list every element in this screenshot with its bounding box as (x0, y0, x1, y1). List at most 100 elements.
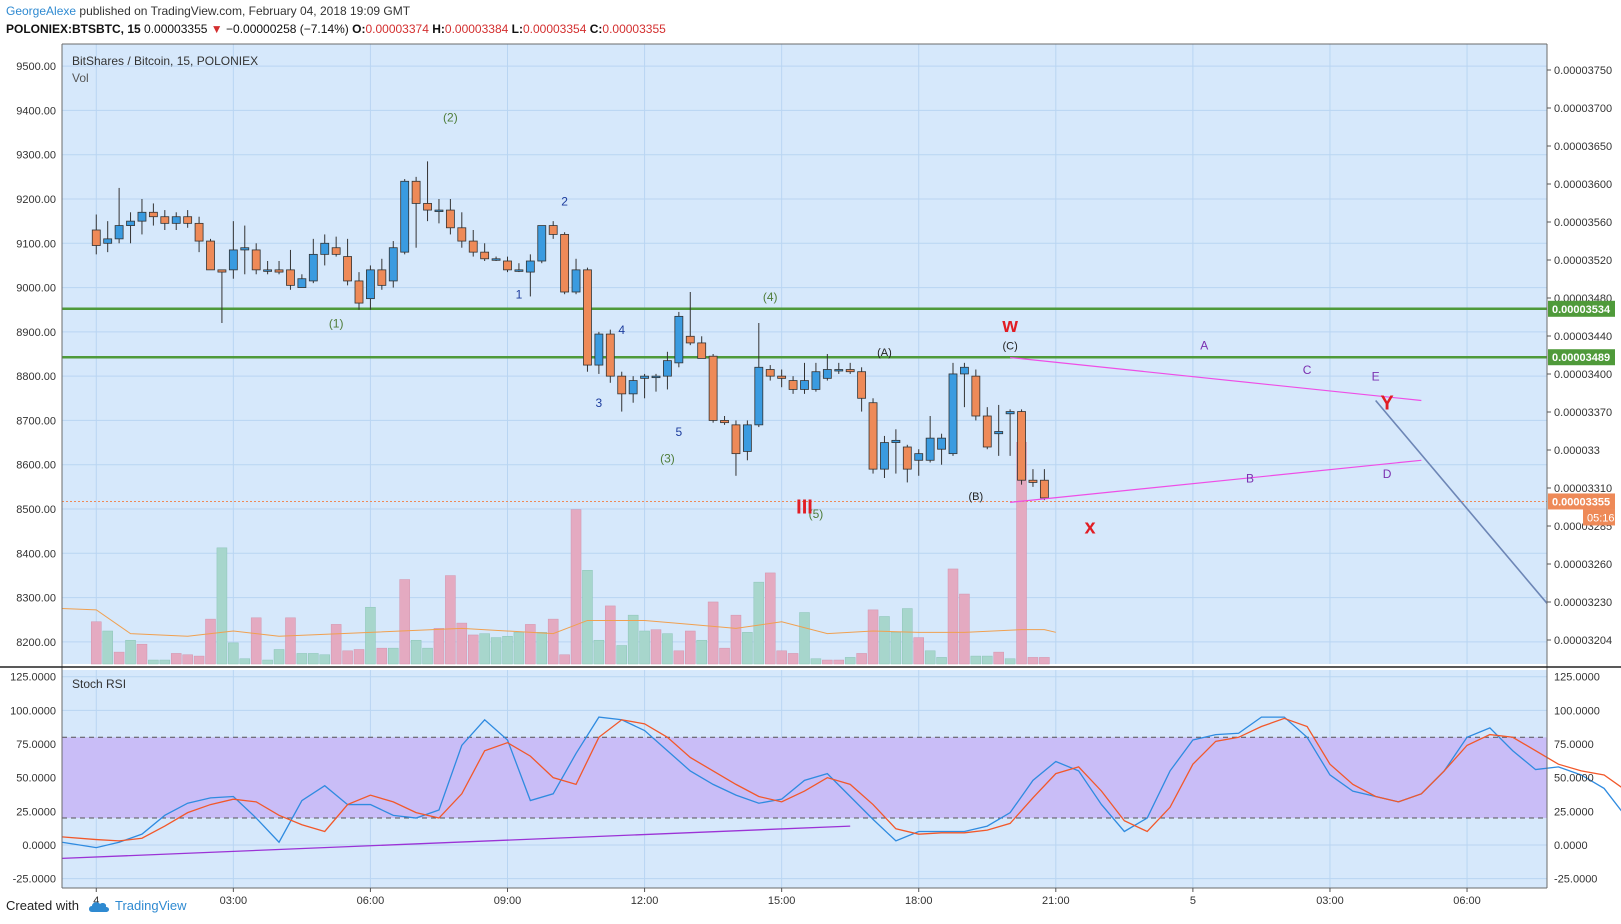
volume-bar (228, 642, 239, 665)
volume-bar (342, 650, 353, 665)
stoch-right-tick-label: -25.0000 (1554, 874, 1597, 886)
stoch-rsi-lines (61, 716, 1621, 860)
candle-body (1028, 479, 1038, 483)
volume-bar (1027, 657, 1039, 665)
ohlc-line: POLONIEX:BTSBTC, 15 0.00003355 ▼ −0.0000… (6, 22, 666, 36)
volume-bar (650, 629, 662, 665)
volume-bar (627, 614, 639, 665)
volume-bar (296, 653, 308, 665)
wave-label: (A) (877, 347, 892, 359)
volume-bar (125, 639, 136, 665)
candle-body (777, 375, 787, 379)
candle-body (765, 369, 775, 377)
support-resistance-lines[interactable] (62, 307, 1547, 502)
left-axis-tick-label: 9500.00 (16, 61, 56, 73)
candle-body (1005, 411, 1015, 415)
volume-bar (273, 649, 285, 665)
left-axis-tick-label: 8900.00 (16, 327, 56, 339)
open-value: 0.00003374 (365, 22, 429, 36)
right-axis-tick-label: 0.000033 (1554, 445, 1600, 457)
publish-info: published on TradingView.com, February 0… (79, 4, 411, 18)
wave-label: E (1372, 370, 1380, 384)
volume-bar (319, 654, 330, 665)
wave-label: 1 (516, 288, 523, 302)
grid (62, 44, 1547, 888)
candle-body (206, 240, 215, 271)
down-arrow-icon: ▼ (210, 22, 223, 36)
footer: Created with TradingView (6, 898, 187, 913)
price-pane[interactable] (62, 44, 1547, 664)
candle-body (525, 260, 535, 273)
volume-ma-line (61, 608, 1056, 637)
wave-label: C (1303, 363, 1312, 377)
candle-body (354, 280, 364, 304)
candle-body (708, 355, 718, 421)
stoch-trendline (61, 825, 851, 860)
candle-body (685, 335, 695, 344)
price-label-text: 0.00003489 (1552, 352, 1610, 364)
candle-body (868, 402, 878, 470)
right-axis-tick-label: 0.00003700 (1554, 103, 1612, 115)
tradingview-link[interactable]: TradingView (87, 898, 187, 913)
price-label-box (1548, 300, 1615, 317)
stoch-d-line (61, 717, 1621, 842)
publish-line: GeorgeAlexe published on TradingView.com… (6, 4, 410, 18)
volume-bar (879, 616, 890, 665)
left-axis-tick-label: 9200.00 (16, 194, 56, 206)
volume-bar (285, 617, 296, 665)
volume-bar (479, 633, 490, 665)
volume-bar (924, 650, 936, 665)
author-link[interactable]: GeorgeAlexe (6, 4, 77, 18)
volume-bar (764, 572, 776, 665)
high-value: 0.00003384 (444, 22, 509, 36)
candle-body (400, 180, 410, 253)
volume-bar (239, 658, 251, 665)
volume-bar (639, 630, 650, 665)
volume-bar (799, 612, 810, 665)
volume-bar (970, 655, 982, 665)
volume-bar (913, 637, 924, 665)
candle-body (720, 420, 729, 424)
candle-body (1017, 411, 1026, 481)
candle-body (377, 269, 387, 286)
candle-body (834, 369, 844, 372)
candle-body (925, 437, 935, 461)
left-axis-tick-label: 9100.00 (16, 238, 56, 250)
volume-bar (936, 657, 947, 665)
candle-body (457, 227, 467, 242)
volume-bar (113, 651, 125, 665)
candle-body (537, 225, 547, 262)
candle-body (663, 360, 672, 377)
candle-body (126, 220, 135, 226)
candle-body (583, 269, 592, 366)
volume-bar (388, 647, 399, 665)
chart-title: BitShares / Bitcoin, 15, POLONIEX (72, 54, 258, 68)
candle-body (880, 442, 889, 470)
volume-bar (170, 653, 182, 665)
footer-created: Created with (6, 898, 79, 913)
volume-bar (993, 651, 1004, 665)
volume-bar (867, 609, 879, 665)
wave-label: B (1246, 471, 1254, 485)
stoch-left-tick-label: -25.0000 (13, 874, 56, 886)
candle-body (423, 203, 432, 211)
trendlines[interactable] (1010, 356, 1548, 604)
volume-bar (753, 581, 765, 665)
price-label-box (1548, 349, 1615, 366)
volume-bar (833, 659, 845, 665)
close-label: C: (589, 22, 603, 36)
wave-label: 2 (561, 195, 568, 209)
candle-body (388, 247, 398, 282)
time-axis-label: 15:00 (768, 895, 796, 907)
candle-body (1039, 479, 1049, 499)
volume-legend: Vol (72, 71, 89, 85)
symbol-label: POLONIEX:BTSBTC, 15 (6, 22, 141, 36)
volume-bars (61, 441, 1056, 665)
volume-bar (365, 606, 376, 665)
candle-body (640, 375, 649, 379)
last-price: 0.00003355 (144, 22, 208, 36)
right-axis-tick-label: 0.00003560 (1554, 217, 1612, 229)
candle-body (971, 375, 981, 417)
time-axis-label: 06:00 (357, 895, 385, 907)
